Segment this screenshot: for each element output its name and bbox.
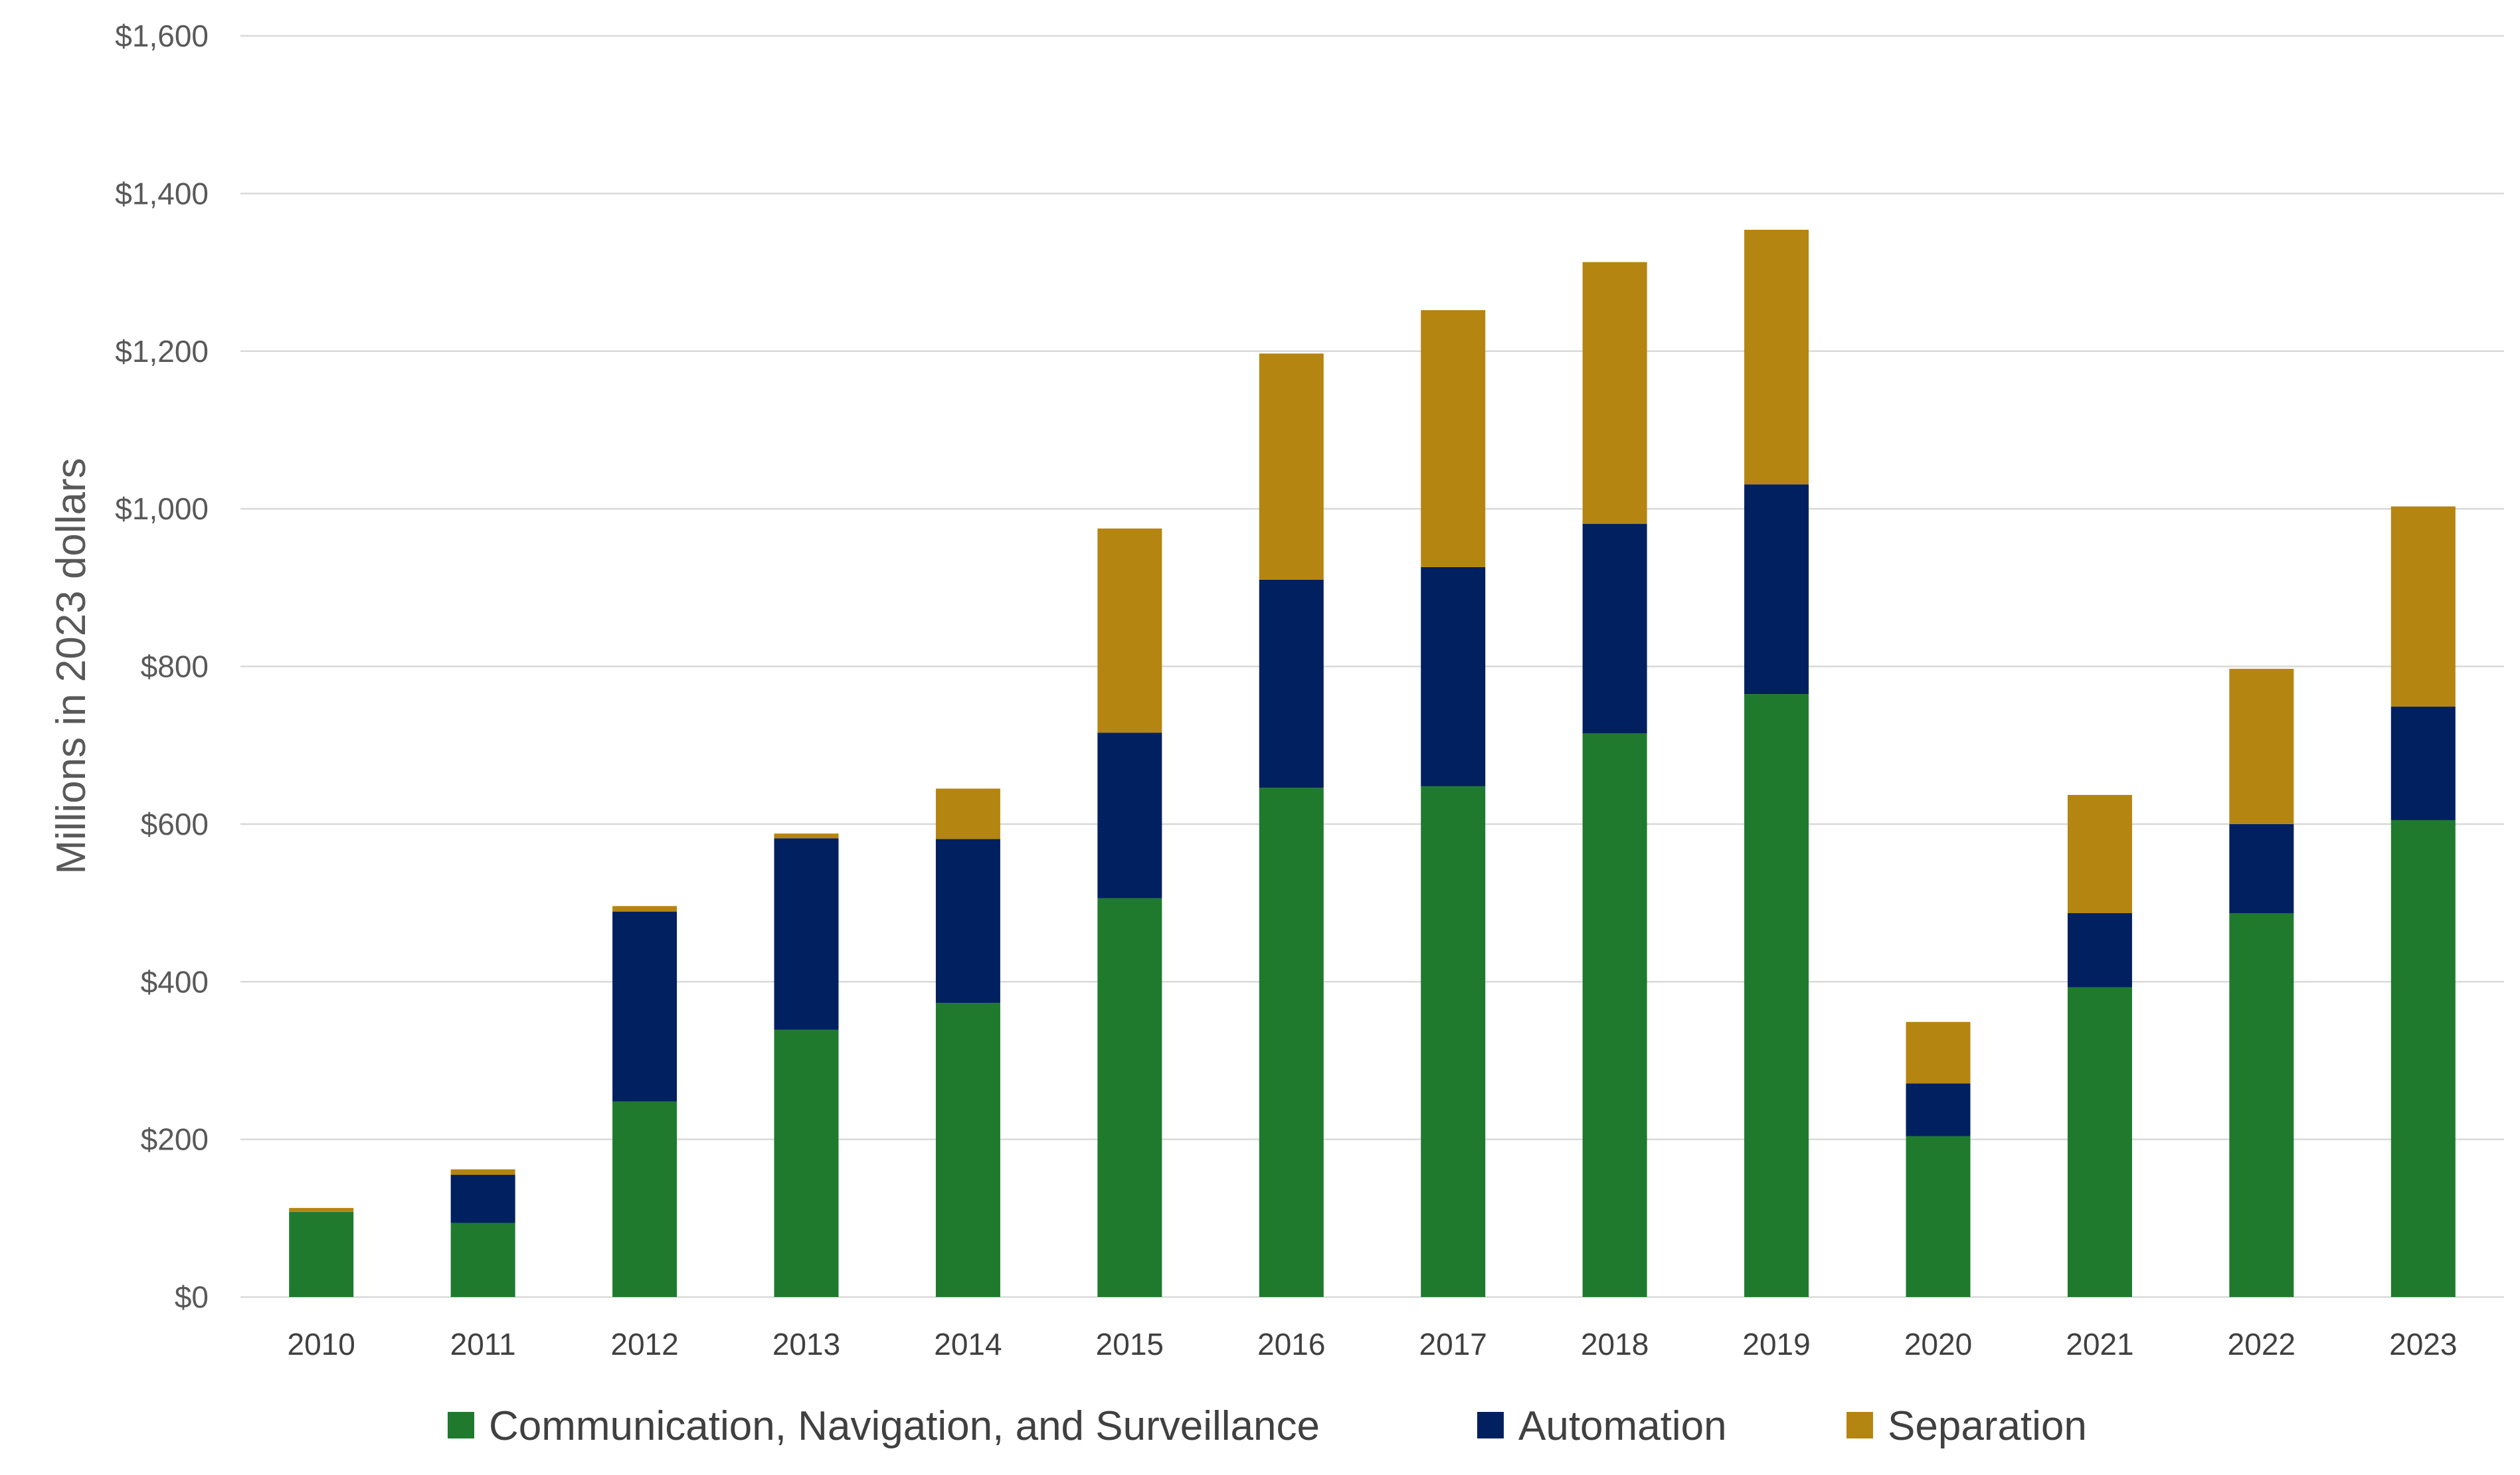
bar-separation-2023 bbox=[2390, 506, 2456, 707]
x-tick-label-2015: 2015 bbox=[1096, 1327, 1164, 1361]
bar-separation-2017 bbox=[1421, 310, 1486, 567]
x-tick-label-2022: 2022 bbox=[2228, 1327, 2295, 1361]
bar-automation-2015 bbox=[1097, 733, 1162, 899]
bar-group-2023 bbox=[2390, 506, 2456, 1297]
bar-separation-2013 bbox=[774, 833, 839, 839]
bar-group-2018 bbox=[1582, 262, 1647, 1297]
bar-automation-2013 bbox=[774, 838, 839, 1030]
x-tick-label-2014: 2014 bbox=[934, 1327, 1002, 1361]
bar-communication-navigation-and-surveillance-2022 bbox=[2229, 912, 2294, 1297]
bar-group-2019 bbox=[1744, 229, 1809, 1297]
bar-communication-navigation-and-surveillance-2013 bbox=[774, 1029, 839, 1297]
x-tick-label-2023: 2023 bbox=[2389, 1327, 2457, 1361]
legend: Communication, Navigation, and Surveilla… bbox=[448, 1403, 2087, 1449]
bar-group-2020 bbox=[1906, 1021, 1971, 1297]
legend-item-communication-navigation-and-surveillance: Communication, Navigation, and Surveilla… bbox=[448, 1403, 1320, 1449]
bar-communication-navigation-and-surveillance-2014 bbox=[935, 1003, 1000, 1297]
bar-separation-2021 bbox=[2067, 794, 2132, 913]
legend-swatch bbox=[1846, 1412, 1873, 1438]
legend-item-automation: Automation bbox=[1477, 1403, 1727, 1449]
bars bbox=[289, 229, 2456, 1297]
bar-group-2017 bbox=[1421, 310, 1486, 1297]
y-axis-title: Millions in 2023 dollars bbox=[48, 458, 94, 874]
x-tick-label-2013: 2013 bbox=[772, 1327, 840, 1361]
bar-communication-navigation-and-surveillance-2017 bbox=[1421, 786, 1486, 1297]
x-tick-label-2012: 2012 bbox=[610, 1327, 678, 1361]
legend-label: Separation bbox=[1888, 1403, 2087, 1449]
y-axis-ticks: $0 $200 $400 $600 $800 $1,000 $1,200 $1,400 $1,6… bbox=[115, 19, 209, 1314]
x-tick-label-2011: 2011 bbox=[450, 1327, 516, 1361]
y-tick-label: $600 bbox=[141, 807, 209, 841]
bar-group-2015 bbox=[1097, 528, 1162, 1297]
bar-communication-navigation-and-surveillance-2023 bbox=[2390, 820, 2456, 1297]
y-tick-label: $1,600 bbox=[115, 19, 209, 53]
bar-separation-2019 bbox=[1744, 229, 1809, 485]
x-axis-ticks: 2010 2011 2012 2013 2014 2015 2016 2017 2018 2019… bbox=[288, 1327, 2458, 1361]
y-tick-label: $1,000 bbox=[115, 491, 209, 526]
bar-automation-2012 bbox=[612, 911, 677, 1102]
y-tick-label: $200 bbox=[141, 1122, 209, 1157]
bar-separation-2016 bbox=[1259, 353, 1324, 580]
legend-swatch bbox=[448, 1412, 474, 1438]
bar-group-2013 bbox=[774, 833, 839, 1297]
x-tick-label-2018: 2018 bbox=[1581, 1327, 1649, 1361]
bar-automation-2023 bbox=[2390, 707, 2456, 820]
y-tick-label: $1,400 bbox=[115, 176, 209, 211]
bar-separation-2012 bbox=[612, 906, 677, 912]
bar-automation-2021 bbox=[2067, 912, 2132, 988]
bar-group-2022 bbox=[2229, 669, 2294, 1297]
gridlines bbox=[240, 35, 2504, 1298]
bar-communication-navigation-and-surveillance-2020 bbox=[1906, 1136, 1971, 1297]
bar-automation-2014 bbox=[935, 839, 1000, 1003]
bar-group-2012 bbox=[612, 906, 677, 1297]
bar-automation-2011 bbox=[450, 1175, 515, 1223]
bar-separation-2010 bbox=[289, 1207, 354, 1212]
bar-group-2014 bbox=[935, 788, 1000, 1297]
legend-item-separation: Separation bbox=[1846, 1403, 2087, 1449]
bar-communication-navigation-and-surveillance-2015 bbox=[1097, 898, 1162, 1297]
bar-communication-navigation-and-surveillance-2019 bbox=[1744, 694, 1809, 1297]
bar-group-2010 bbox=[289, 1207, 354, 1297]
legend-label: Communication, Navigation, and Surveilla… bbox=[489, 1403, 1320, 1449]
x-tick-label-2010: 2010 bbox=[288, 1327, 355, 1361]
x-tick-label-2016: 2016 bbox=[1257, 1327, 1325, 1361]
bar-group-2011 bbox=[450, 1169, 515, 1297]
legend-label: Automation bbox=[1518, 1403, 1727, 1449]
y-tick-label: $800 bbox=[141, 650, 209, 684]
bar-separation-2014 bbox=[935, 788, 1000, 839]
bar-automation-2019 bbox=[1744, 484, 1809, 695]
bar-communication-navigation-and-surveillance-2016 bbox=[1259, 788, 1324, 1297]
bar-separation-2015 bbox=[1097, 528, 1162, 733]
legend-swatch bbox=[1477, 1412, 1504, 1438]
bar-separation-2022 bbox=[2229, 669, 2294, 824]
bar-group-2016 bbox=[1259, 353, 1324, 1297]
bar-separation-2018 bbox=[1582, 262, 1647, 524]
y-tick-label: $1,200 bbox=[115, 334, 209, 369]
bar-automation-2020 bbox=[1906, 1083, 1971, 1136]
bar-automation-2017 bbox=[1421, 566, 1486, 786]
bar-automation-2018 bbox=[1582, 523, 1647, 734]
bar-communication-navigation-and-surveillance-2018 bbox=[1582, 733, 1647, 1297]
bar-separation-2020 bbox=[1906, 1021, 1971, 1084]
bar-communication-navigation-and-surveillance-2011 bbox=[450, 1223, 515, 1297]
x-tick-label-2020: 2020 bbox=[1904, 1327, 1972, 1361]
bar-automation-2022 bbox=[2229, 824, 2294, 913]
bar-communication-navigation-and-surveillance-2012 bbox=[612, 1101, 677, 1297]
y-tick-label: $400 bbox=[141, 964, 209, 999]
bar-communication-navigation-and-surveillance-2010 bbox=[289, 1211, 354, 1297]
bar-communication-navigation-and-surveillance-2021 bbox=[2067, 987, 2132, 1297]
bar-separation-2011 bbox=[450, 1169, 515, 1175]
bar-automation-2016 bbox=[1259, 579, 1324, 788]
x-tick-label-2019: 2019 bbox=[1742, 1327, 1810, 1361]
x-tick-label-2021: 2021 bbox=[2066, 1327, 2133, 1361]
y-tick-label: $0 bbox=[175, 1280, 209, 1314]
x-tick-label-2017: 2017 bbox=[1419, 1327, 1487, 1361]
bar-group-2021 bbox=[2067, 794, 2132, 1297]
